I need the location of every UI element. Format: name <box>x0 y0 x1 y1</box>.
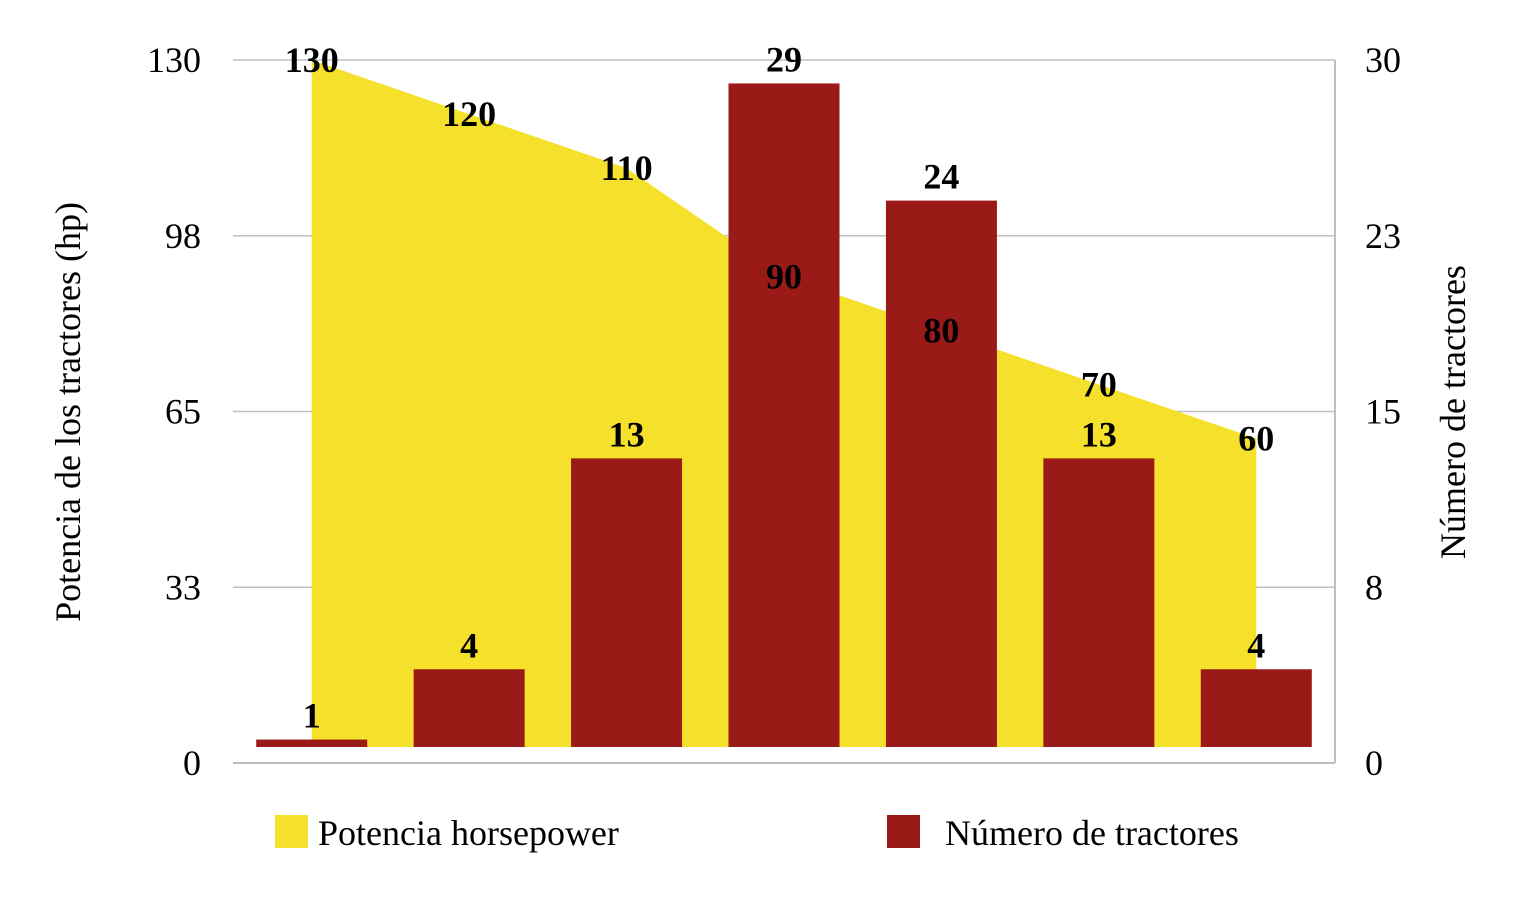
y-left-axis-title: Potencia de los tractores (hp) <box>48 202 88 622</box>
legend: Potencia horsepower Número de tractores <box>275 813 1239 853</box>
tractor-count-label: 13 <box>1081 414 1117 454</box>
tractor-count-label: 24 <box>923 157 959 197</box>
tractor-count-label: 4 <box>460 625 478 665</box>
tractor-bars-layer <box>256 83 1312 748</box>
tractor-bar <box>571 458 683 747</box>
y-left-tick-label: 0 <box>183 743 201 783</box>
y-right-tick-label: 8 <box>1365 567 1383 607</box>
y-left-tick-label: 98 <box>165 216 201 256</box>
tractor-count-label: 13 <box>609 414 645 454</box>
legend-swatch-power <box>275 815 308 848</box>
y-right-tick-label: 15 <box>1365 392 1401 432</box>
y-right-tick-label: 30 <box>1365 40 1401 80</box>
power-value-label: 60 <box>1238 419 1274 459</box>
y-right-tick-label: 0 <box>1365 743 1383 783</box>
tractor-count-label: 1 <box>303 696 321 736</box>
tractor-count-label: 4 <box>1247 625 1265 665</box>
legend-label-power: Potencia horsepower <box>318 813 619 853</box>
y-left-tick-label: 33 <box>165 567 201 607</box>
tractor-bar <box>1043 458 1155 747</box>
power-value-label: 110 <box>601 148 653 188</box>
tractor-bar <box>728 83 840 747</box>
axes: 0 0 33 8 65 15 98 23 130 30 <box>147 40 1401 783</box>
power-value-label: 90 <box>766 256 802 296</box>
y-left-tick-label: 130 <box>147 40 201 80</box>
legend-label-tractors: Número de tractores <box>945 813 1239 853</box>
power-value-label: 120 <box>442 94 496 134</box>
tractor-bar <box>1200 669 1312 747</box>
power-value-label: 70 <box>1081 364 1117 404</box>
y-right-axis-title: Número de tractores <box>1433 265 1473 559</box>
tractor-bar <box>885 200 997 748</box>
legend-swatch-tractors <box>887 815 920 848</box>
tractor-bar <box>413 669 525 747</box>
tractor-bar <box>256 739 368 747</box>
y-left-tick-label: 65 <box>165 392 201 432</box>
data-labels: 1 4 13 29 24 13 4 130 120 110 90 80 70 60 <box>285 39 1275 735</box>
power-value-label: 130 <box>285 40 339 80</box>
y-right-tick-label: 23 <box>1365 216 1401 256</box>
tractor-count-label: 29 <box>766 39 802 79</box>
power-value-label: 80 <box>923 310 959 350</box>
